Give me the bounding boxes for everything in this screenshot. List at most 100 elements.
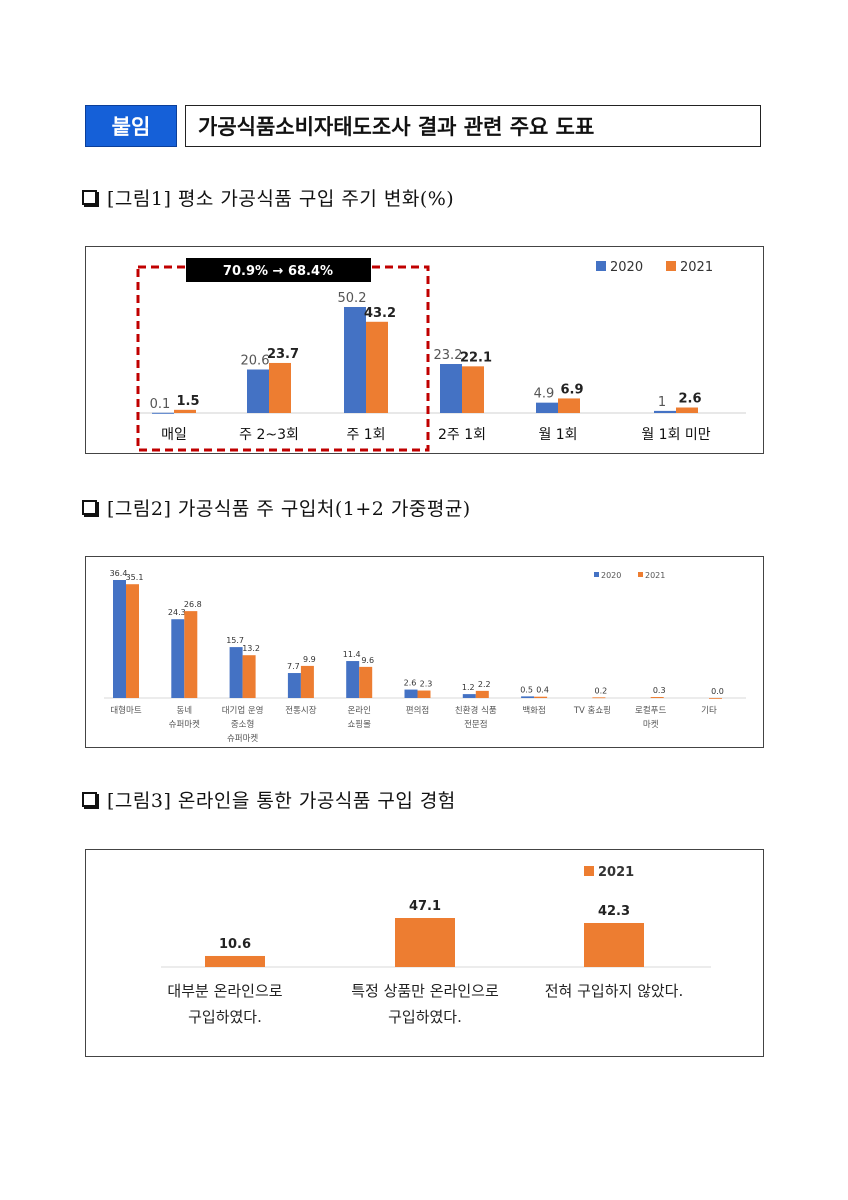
legend-swatch-2021 <box>584 866 594 876</box>
bar-2021-8 <box>592 697 606 699</box>
bar-2021-9 <box>650 697 664 698</box>
appendix-header: 붙임 가공식품소비자태도조사 결과 관련 주요 도표 <box>85 105 761 147</box>
x-tick-label: 구입하였다. <box>188 1008 262 1026</box>
bar-2021-0 <box>205 955 265 967</box>
x-tick-label: 2주 1회 <box>438 427 486 443</box>
data-label: 42.3 <box>598 904 630 919</box>
x-tick-label: 슈퍼마켓 <box>227 733 258 744</box>
annotation-bg <box>186 258 371 282</box>
data-label: 2.6 <box>404 679 417 688</box>
data-label: 7.7 <box>287 662 300 671</box>
x-tick-label: 전혀 구입하지 않았다. <box>545 982 684 1000</box>
bar-2021-6 <box>475 690 489 698</box>
x-tick-label: 대형마트 <box>110 706 141 716</box>
x-tick-label: 로컬푸드 <box>635 706 666 716</box>
bar-2020-3 <box>440 364 462 413</box>
data-label: 1.5 <box>176 394 199 409</box>
data-label: 9.6 <box>361 656 374 665</box>
data-label: 10.6 <box>219 937 251 952</box>
x-tick-label: 온라인 <box>347 705 370 716</box>
x-tick-label: 동네 <box>176 706 192 716</box>
data-label: 0.3 <box>653 686 666 695</box>
data-label: 23.2 <box>434 348 463 363</box>
bar-2020-0 <box>152 412 174 414</box>
legend-label-2020: 2020 <box>601 571 621 580</box>
data-label: 13.2 <box>242 644 260 653</box>
data-label: 2.2 <box>478 680 491 689</box>
bar-2021-0 <box>126 584 139 698</box>
data-label: 0.5 <box>520 685 533 694</box>
data-label: 0.1 <box>150 397 171 412</box>
bar-2021-1 <box>395 918 455 967</box>
bar-2021-5 <box>417 690 431 698</box>
figure2-svg: 36.4 24.3 15.7 7.7 11.4 2.6 1.2 0.5 35.1 26.8 13.2… <box>104 569 746 744</box>
figure2-title: [그림2] 가공식품 주 구입처(1+2 가중평균) <box>82 494 471 521</box>
bar-2020-1 <box>247 369 269 413</box>
x-tick-label: 친환경 식품 <box>455 705 497 716</box>
legend-swatch-2020 <box>596 261 606 271</box>
bar-2021-1 <box>269 362 291 413</box>
x-tick-label: 주 1회 <box>346 427 385 443</box>
bar-2020-2 <box>344 307 366 413</box>
legend-swatch-2021 <box>666 261 676 271</box>
legend-swatch-2020 <box>594 572 599 577</box>
data-label: 4.9 <box>534 387 555 402</box>
figure3-chart: 10.6 47.1 42.3 대부분 온라인으로 구입하였다. 특정 상품만 온라인으로 구… <box>85 849 764 1057</box>
x-tick-label: 대부분 온라인으로 <box>167 982 282 1000</box>
figure1-svg: 0.1 20.6 50.2 23.2 4.9 1 1.5 23.7 43.2 22.1 6.9 2.6… <box>136 258 746 452</box>
data-label: 50.2 <box>338 291 367 306</box>
data-label: 26.8 <box>184 600 202 609</box>
x-tick-label: 편의점 <box>406 705 429 716</box>
data-label: 20.6 <box>241 354 270 369</box>
bar-2021-0 <box>174 409 196 413</box>
data-label: 23.7 <box>267 347 299 362</box>
data-label: 22.1 <box>460 350 492 365</box>
bar-2021-1 <box>184 611 198 698</box>
x-tick-label: 구입하였다. <box>388 1008 462 1026</box>
annotation-text: 70.9% → 68.4% <box>223 264 333 279</box>
data-label: 6.9 <box>560 382 583 397</box>
x-tick-label: 월 1회 <box>538 427 577 443</box>
figure2-chart: 36.4 24.3 15.7 7.7 11.4 2.6 1.2 0.5 35.1 26.8 13.2… <box>85 556 764 748</box>
x-tick-label: 전문점 <box>464 719 487 730</box>
legend-label-2021: 2021 <box>645 571 665 580</box>
bar-2021-2 <box>584 922 644 967</box>
bar-2020-4 <box>536 402 558 413</box>
bar-2021-2 <box>242 655 256 698</box>
data-label: 24.3 <box>168 608 186 617</box>
data-label: 11.4 <box>343 650 361 659</box>
x-tick-label: 쇼핑몰 <box>347 719 371 730</box>
bar-2020-3 <box>287 673 301 698</box>
x-tick-label: 슈퍼마켓 <box>169 719 200 730</box>
data-label: 35.1 <box>126 573 144 582</box>
data-label: 1.2 <box>462 683 475 692</box>
appendix-badge: 붙임 <box>85 105 177 147</box>
bar-2020-5 <box>654 410 676 413</box>
bar-2020-1 <box>171 619 185 698</box>
figure3-title: [그림3] 온라인을 통한 가공식품 구입 경험 <box>82 786 456 813</box>
data-label: 2.6 <box>678 392 701 407</box>
data-label: 15.7 <box>226 636 244 645</box>
x-tick-label: 백화점 <box>522 705 545 716</box>
x-tick-label: 특정 상품만 온라인으로 <box>351 982 499 1000</box>
figure2-title-text: [그림2] 가공식품 주 구입처(1+2 가중평균) <box>107 498 471 520</box>
x-tick-label: 마켓 <box>643 719 659 730</box>
bar-2020-7 <box>521 696 535 698</box>
bar-2020-4 <box>346 661 360 698</box>
checkbox-icon <box>82 792 97 807</box>
x-tick-label: 전통시장 <box>285 705 316 716</box>
x-tick-label: 중소형 <box>231 720 254 730</box>
data-label: 43.2 <box>364 306 396 321</box>
figure3-title-text: [그림3] 온라인을 통한 가공식품 구입 경험 <box>107 790 456 812</box>
x-tick-label: TV 홈쇼핑 <box>573 705 611 716</box>
appendix-title: 가공식품소비자태도조사 결과 관련 주요 도표 <box>185 105 761 147</box>
bar-2021-3 <box>462 366 484 413</box>
bar-2021-10 <box>709 698 722 699</box>
data-label: 2.3 <box>420 680 433 689</box>
checkbox-icon <box>82 190 97 205</box>
bar-2021-7 <box>534 696 548 698</box>
bar-2021-5 <box>676 407 698 413</box>
bar-2021-4 <box>558 398 580 413</box>
x-tick-label: 대기업 운영 <box>222 705 264 716</box>
